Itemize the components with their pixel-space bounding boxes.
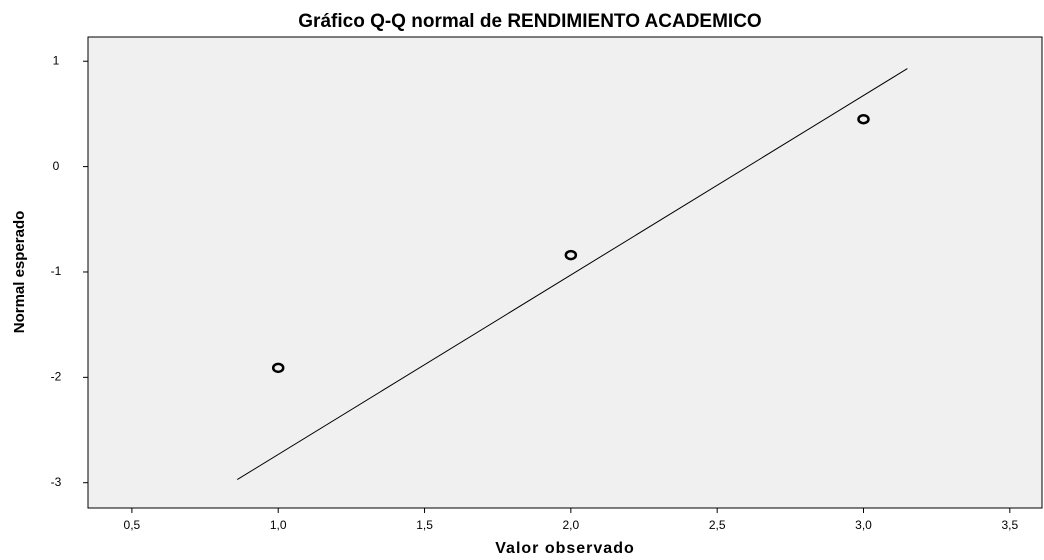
point [564,249,578,261]
x-tick-label: 1,0 [270,518,287,532]
x-axis-label: Valor observado [495,540,635,557]
x-tick-label: 1,5 [416,518,433,532]
y-tick-label: -3 [51,475,62,489]
y-tick-label: -2 [51,370,62,384]
reference-line [236,68,908,480]
x-tick-label: 3,5 [1001,518,1018,532]
x-tick-label: 0,5 [124,518,141,532]
point [271,362,285,374]
y-tick-label: -1 [51,264,62,278]
x-tick-label: 2,5 [709,518,726,532]
x-tick-label: 3,0 [855,518,872,532]
y-axis-label: Normal esperado [11,211,28,334]
x-tick-label: 2,0 [563,518,580,532]
plot-area [87,36,1043,509]
chart-title: Gráfico Q-Q normal de RENDIMIENTO ACADEM… [298,11,761,32]
point [857,113,870,125]
y-tick-label: 1 [53,53,60,67]
y-tick-label: 0 [53,159,60,173]
